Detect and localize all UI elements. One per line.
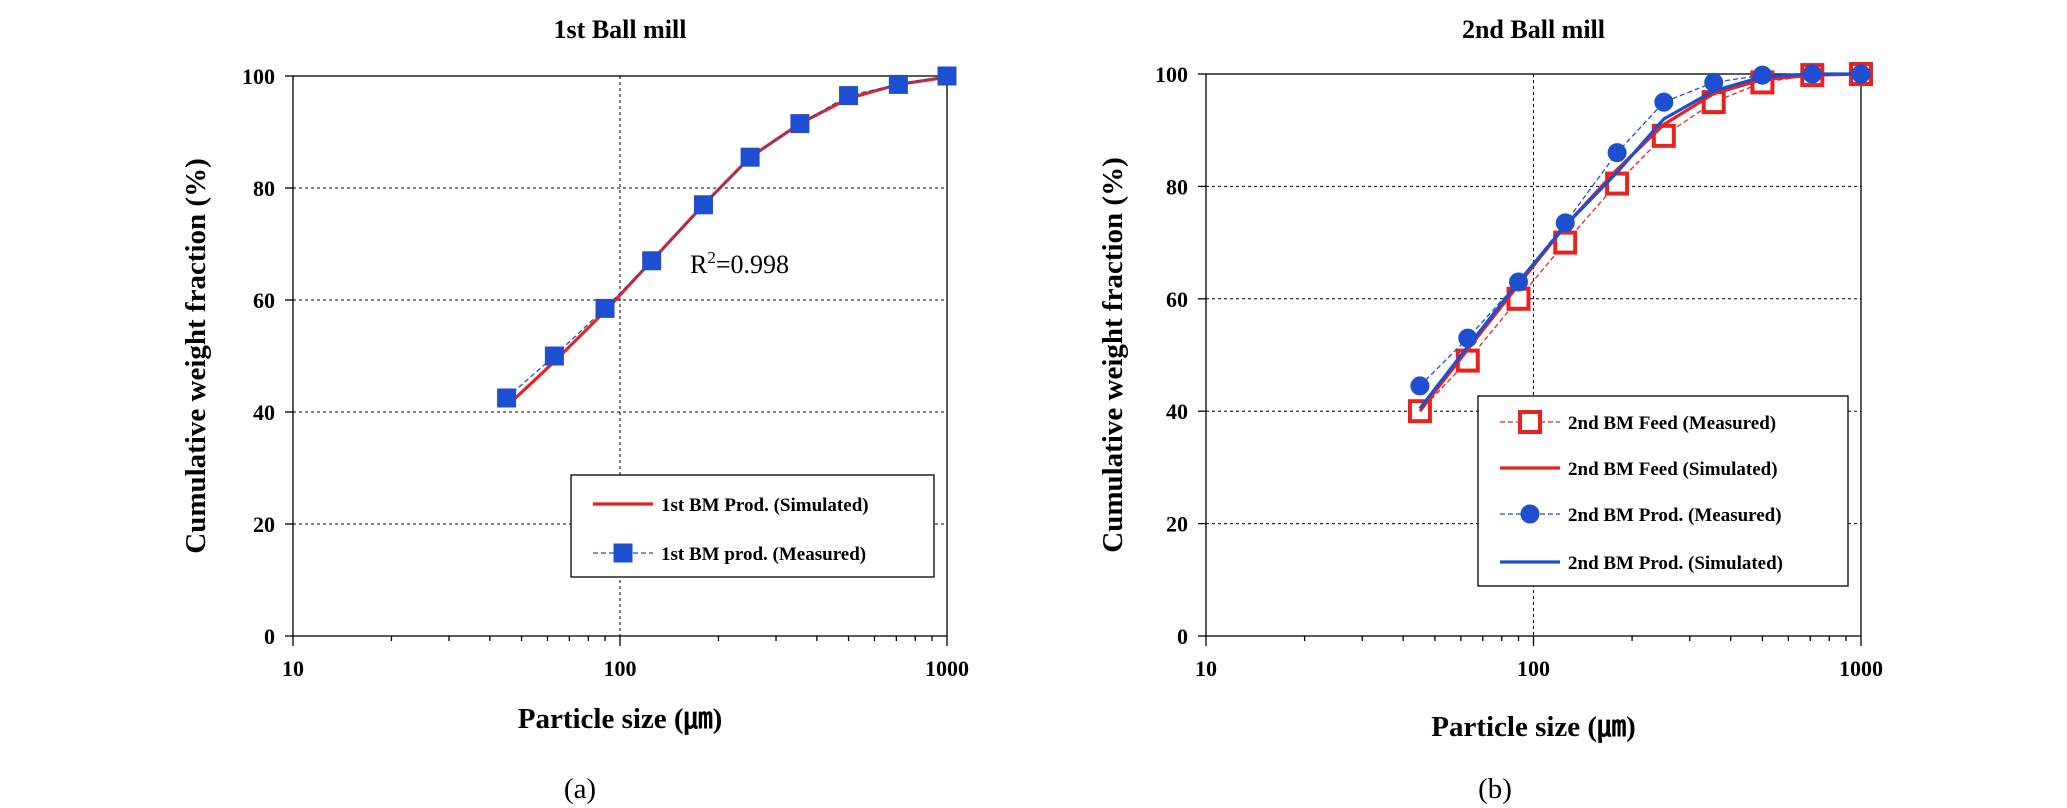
series-line bbox=[1418, 72, 1862, 413]
x-tick-label: 100 bbox=[604, 656, 637, 681]
series-line bbox=[505, 75, 948, 408]
x-axis-label: Particle size (㎛) bbox=[1431, 711, 1636, 743]
legend-label: 1st BM Prod. (Simulated) bbox=[661, 495, 869, 516]
legend: 2nd BM Feed (Measured) 2nd BM Feed (Simul… bbox=[1477, 395, 1849, 587]
chart-panel-a: 1st Ball mill 0 20 40 60 80 100 10 100 1000 Partic… bbox=[180, 15, 969, 805]
series-2nd-bm-feed-simulated bbox=[1418, 72, 1862, 413]
legend-label: 2nd BM Prod. (Measured) bbox=[1568, 505, 1782, 526]
legend-label: 2nd BM Feed (Simulated) bbox=[1568, 459, 1778, 480]
data-point bbox=[1654, 92, 1674, 112]
legend-swatch-marker bbox=[1518, 410, 1542, 434]
annotation-base: R bbox=[690, 250, 708, 279]
chart-title: 2nd Ball mill bbox=[1462, 15, 1605, 44]
chart-panel-b: 2nd Ball mill 0 20 40 60 80 100 10 100 1000 Partic… bbox=[1097, 15, 1883, 805]
panel-label: (a) bbox=[564, 773, 596, 805]
data-point bbox=[937, 66, 957, 86]
legend-label: 1st BM prod. (Measured) bbox=[661, 544, 866, 565]
legend-item: 2nd BM Prod. (Simulated) bbox=[1500, 553, 1783, 574]
y-tick-label: 0 bbox=[1177, 624, 1188, 649]
y-tick-label: 20 bbox=[1166, 512, 1188, 537]
data-point bbox=[544, 346, 564, 366]
x-tick-label: 10 bbox=[282, 656, 304, 681]
y-tick-label: 100 bbox=[242, 64, 275, 89]
y-axis-label: Cumulative weight fraction (%) bbox=[180, 158, 212, 553]
data-point bbox=[693, 195, 713, 215]
legend-item: 2nd BM Feed (Simulated) bbox=[1500, 459, 1778, 480]
panel-label: (b) bbox=[1478, 773, 1512, 805]
data-point bbox=[497, 388, 517, 408]
y-tick-label: 40 bbox=[1166, 399, 1188, 424]
y-tick-label: 80 bbox=[1166, 174, 1188, 199]
data-point bbox=[595, 298, 615, 318]
legend-swatch-marker bbox=[613, 543, 633, 563]
data-point bbox=[1553, 230, 1578, 255]
data-point bbox=[1555, 213, 1575, 233]
data-point bbox=[642, 251, 662, 271]
series-1st-bm-prod-measured bbox=[497, 66, 957, 408]
y-tick-label: 80 bbox=[253, 176, 275, 201]
data-point bbox=[888, 74, 908, 94]
legend-label: 2nd BM Prod. (Simulated) bbox=[1568, 553, 1783, 574]
series-2nd-bm-feed-measured bbox=[1407, 62, 1873, 424]
series-1st-bm-prod-simulated bbox=[505, 75, 948, 408]
annotation-superscript: 2 bbox=[707, 248, 716, 267]
y-axis-label: Cumulative weight fraction (%) bbox=[1097, 157, 1129, 552]
y-tick-label: 60 bbox=[253, 288, 275, 313]
legend-item: 1st BM prod. (Measured) bbox=[593, 543, 866, 565]
x-axis-label: Particle size (㎛) bbox=[518, 703, 723, 735]
annotation-value: =0.998 bbox=[716, 250, 789, 279]
series-line bbox=[506, 75, 948, 399]
legend-swatch-marker bbox=[1520, 504, 1540, 524]
legend: 1st BM Prod. (Simulated) 1st BM prod. (Me… bbox=[570, 474, 935, 578]
y-tick-label: 60 bbox=[1166, 287, 1188, 312]
series-line bbox=[1419, 73, 1862, 412]
data-point bbox=[1410, 376, 1430, 396]
y-tick-label: 40 bbox=[253, 400, 275, 425]
legend-item: 2nd BM Feed (Measured) bbox=[1500, 410, 1776, 434]
series-2nd-bm-prod-simulated bbox=[1418, 72, 1861, 410]
x-tick-label: 100 bbox=[1517, 656, 1550, 681]
x-tick-label: 1000 bbox=[925, 656, 969, 681]
data-point bbox=[740, 147, 760, 167]
data-point bbox=[839, 86, 859, 106]
legend-label: 2nd BM Feed (Measured) bbox=[1568, 413, 1776, 434]
y-tick-label: 0 bbox=[264, 624, 275, 649]
r-squared-annotation: R2=0.998 bbox=[690, 248, 789, 279]
chart-title: 1st Ball mill bbox=[554, 15, 687, 44]
x-tick-label: 10 bbox=[1195, 656, 1217, 681]
series-line bbox=[1419, 73, 1861, 387]
data-point bbox=[790, 114, 810, 134]
y-tick-label: 100 bbox=[1155, 62, 1188, 87]
legend-item: 2nd BM Prod. (Measured) bbox=[1500, 504, 1782, 526]
data-point bbox=[1607, 143, 1627, 163]
series-line bbox=[1418, 72, 1861, 410]
x-tick-label: 1000 bbox=[1839, 656, 1883, 681]
legend-item: 1st BM Prod. (Simulated) bbox=[593, 495, 869, 516]
y-tick-label: 20 bbox=[253, 512, 275, 537]
